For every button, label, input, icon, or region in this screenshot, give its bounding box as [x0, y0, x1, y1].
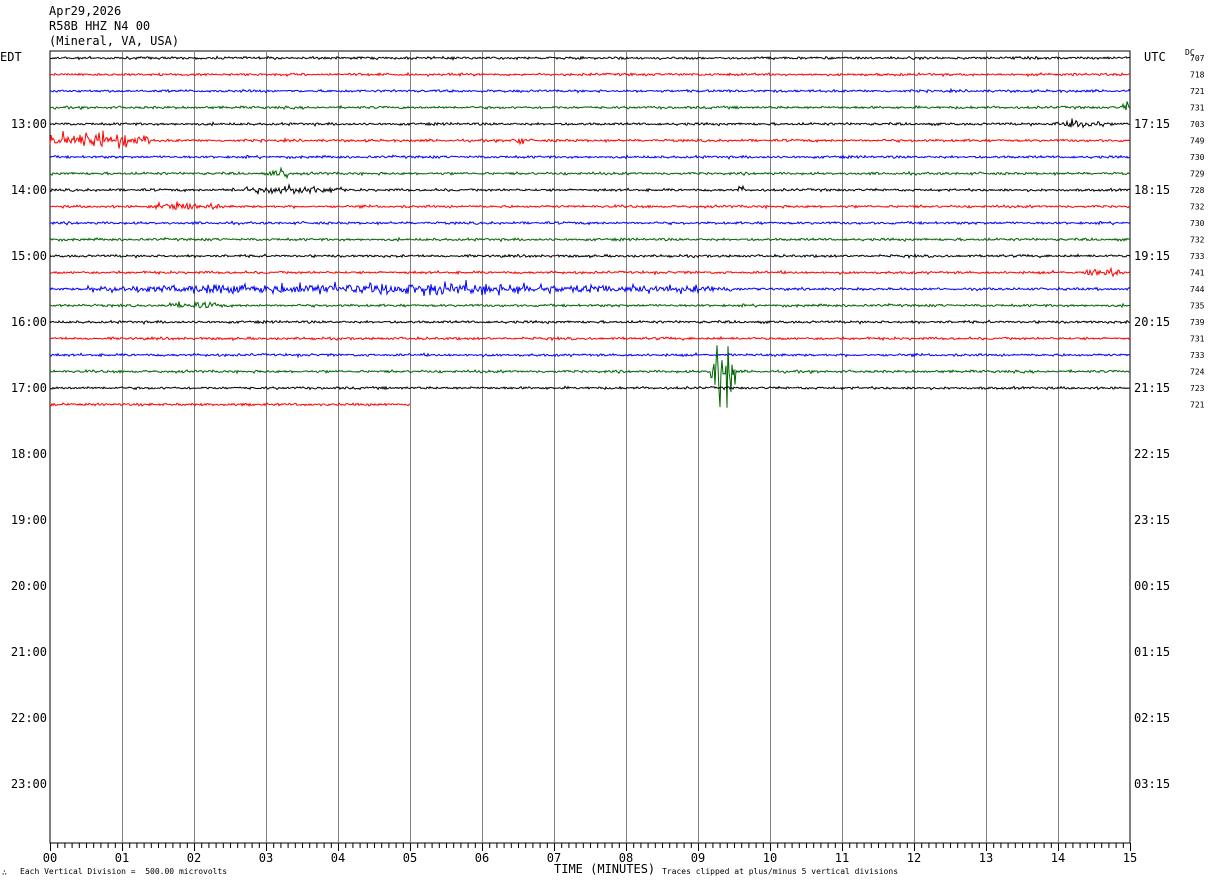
dc-value-label: 729 [1190, 170, 1205, 179]
date-label: Apr29,2026 [49, 4, 122, 18]
trace-16 [49, 319, 1131, 325]
location-label: (Mineral, VA, USA) [49, 34, 180, 48]
right-hour-label: 03:15 [1134, 777, 1170, 791]
dc-value-label: 721 [1190, 87, 1205, 96]
trace-1 [49, 71, 1131, 78]
dc-value-label: 744 [1190, 285, 1205, 294]
trace-9 [49, 200, 1131, 211]
left-hour-label: 14:00 [11, 183, 47, 197]
dc-value-label: 723 [1190, 384, 1205, 393]
trace-10 [49, 220, 1131, 226]
x-tick-label: 00 [43, 851, 57, 865]
dc-value-label: 739 [1190, 318, 1205, 327]
dc-header-label: DC [1185, 48, 1195, 57]
left-hour-label: 16:00 [11, 315, 47, 329]
trace-15 [49, 300, 1130, 309]
trace-7 [49, 166, 1131, 180]
grid-layer [49, 50, 1131, 851]
dc-value-label: 703 [1190, 120, 1205, 129]
trace-6 [49, 154, 1131, 160]
trace-17 [49, 335, 1131, 342]
clip-note: Traces clipped at plus/minus 5 vertical … [662, 867, 899, 876]
right-hour-label: 17:15 [1134, 117, 1170, 131]
right-hour-label: 22:15 [1134, 447, 1170, 461]
right-hour-label: 19:15 [1134, 249, 1170, 263]
left-hour-label: 18:00 [11, 447, 47, 461]
dc-value-label: 718 [1190, 71, 1205, 80]
left-hour-label: 13:00 [11, 117, 47, 131]
trace-8 [49, 183, 1131, 195]
dc-value-label: 728 [1190, 186, 1205, 195]
trace-18 [49, 352, 1131, 359]
left-hour-label: 17:00 [11, 381, 47, 395]
x-tick-label: 03 [259, 851, 273, 865]
x-tick-label: 01 [115, 851, 129, 865]
right-hour-label: 23:15 [1134, 513, 1170, 527]
right-hour-label: 01:15 [1134, 645, 1170, 659]
label-layer: 00 01 02 03 04 05 06 07 08 09 10 11 12 13 14 15 13:00 14:… [11, 54, 1205, 865]
dc-value-label: 733 [1190, 351, 1205, 360]
dc-value-label: 735 [1190, 302, 1205, 311]
trace-2 [49, 87, 1131, 94]
left-hour-label: 23:00 [11, 777, 47, 791]
station-label: R58B HHZ N4 00 [49, 19, 151, 33]
x-tick-label: 12 [907, 851, 921, 865]
dc-value-label: 732 [1190, 236, 1205, 245]
trace-5 [49, 130, 1131, 149]
x-tick-label: 13 [979, 851, 993, 865]
x-tick-label: 09 [691, 851, 705, 865]
x-tick-label: 02 [187, 851, 201, 865]
dc-value-label: 721 [1190, 401, 1205, 410]
right-timezone-label: UTC [1144, 50, 1166, 64]
right-hour-label: 18:15 [1134, 183, 1170, 197]
x-tick-label: 06 [475, 851, 489, 865]
left-hour-label: 22:00 [11, 711, 47, 725]
trace-21 [49, 402, 411, 407]
left-hour-label: 20:00 [11, 579, 47, 593]
chart-frame [49, 50, 1131, 844]
x-tick-label: 10 [763, 851, 777, 865]
trace-11 [49, 236, 1131, 243]
right-hour-label: 00:15 [1134, 579, 1170, 593]
trace-20 [49, 385, 1131, 391]
dc-value-label: 724 [1190, 368, 1205, 377]
dc-value-label: 707 [1190, 54, 1205, 63]
x-tick-label: 15 [1123, 851, 1137, 865]
small-mark-icon: ∴ [2, 868, 7, 877]
left-hour-label: 15:00 [11, 249, 47, 263]
dc-value-label: 749 [1190, 137, 1205, 146]
dc-value-label: 732 [1190, 203, 1205, 212]
vertical-division-note: Each Vertical Division = 500.00 microvol… [20, 867, 228, 876]
dc-value-label: 731 [1190, 335, 1205, 344]
dc-value-label: 730 [1190, 219, 1205, 228]
right-hour-label: 02:15 [1134, 711, 1170, 725]
trace-layer [49, 55, 1131, 408]
x-tick-label: 11 [835, 851, 849, 865]
dc-value-label: 730 [1190, 153, 1205, 162]
dc-value-label: 741 [1190, 269, 1205, 278]
right-hour-label: 20:15 [1134, 315, 1170, 329]
left-hour-label: 21:00 [11, 645, 47, 659]
x-tick-label: 14 [1051, 851, 1065, 865]
x-tick-label: 05 [403, 851, 417, 865]
dc-value-label: 733 [1190, 252, 1205, 261]
trace-19 [49, 345, 1131, 408]
x-tick-label: 08 [619, 851, 633, 865]
trace-12 [49, 253, 1131, 259]
trace-14 [49, 280, 1131, 297]
trace-4 [49, 118, 1130, 129]
left-hour-label: 19:00 [11, 513, 47, 527]
trace-3 [49, 101, 1131, 111]
x-tick-label: 04 [331, 851, 345, 865]
dc-value-label: 731 [1190, 104, 1205, 113]
x-axis-label: TIME (MINUTES) [554, 862, 656, 876]
x-tick-label: 07 [547, 851, 561, 865]
right-hour-label: 21:15 [1134, 381, 1170, 395]
trace-13 [49, 266, 1131, 278]
left-timezone-label: EDT [0, 50, 22, 64]
trace-0 [49, 55, 1131, 61]
